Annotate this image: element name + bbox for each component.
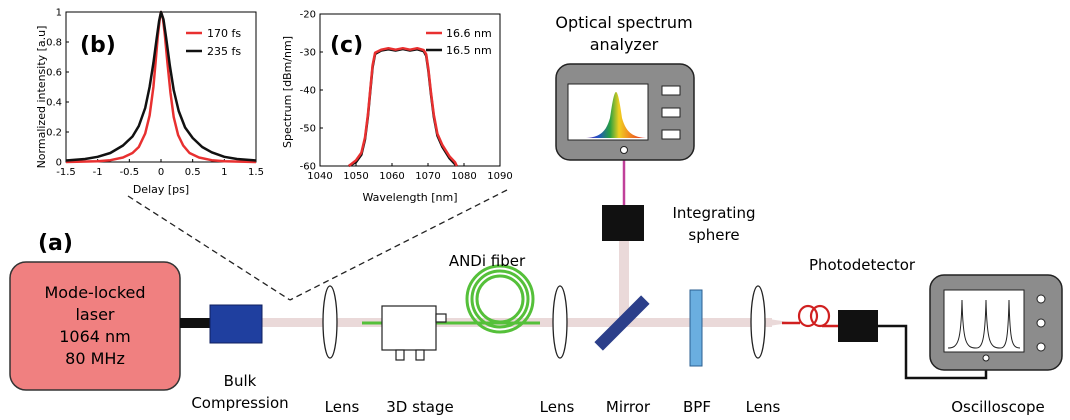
legend-b-label-2: 235 fs [207, 45, 241, 58]
bpf-filter [689, 289, 703, 367]
lens-2 [552, 285, 568, 359]
bulk-compression-block [209, 304, 263, 344]
bulk-label-line1: Bulk [224, 372, 257, 390]
legend-c-label-1: 16.6 nm [446, 27, 492, 40]
lens-3-label: Lens [746, 398, 781, 416]
plot-c-ticks: 1040 1050 1060 1070 1080 1090 -60 -50 -40 -30 -20 [300, 10, 513, 183]
plot-c-xtick-label: 1040 [307, 171, 332, 182]
plot-b-xtick-label: 1 [221, 167, 227, 178]
lens-1-label: Lens [325, 398, 360, 416]
plot-b-ytick-label: 0.2 [46, 128, 62, 139]
lens-3 [750, 285, 766, 359]
laser-label-line3: 1064 nm [59, 327, 131, 346]
photodetector [838, 310, 878, 342]
osa-label-line1: Optical spectrum [555, 13, 692, 32]
andi-fiber-label: ANDi fiber [449, 252, 526, 270]
oscilloscope-knob-3 [1036, 342, 1046, 352]
plot-b-xtick-label: -0.5 [120, 167, 140, 178]
laser-label-line1: Mode-locked [44, 283, 145, 302]
laser-output-fiber [180, 318, 210, 328]
laser-label-line2: laser [75, 305, 114, 324]
plot-b-xtick-label: -1 [93, 167, 103, 178]
pd-fiber-coil [797, 304, 831, 328]
plot-b-series [65, 10, 257, 164]
lens-1 [322, 285, 338, 359]
osa-button-2 [661, 107, 681, 118]
osa-button-1 [661, 85, 681, 96]
plot-c-ytick-label: -20 [300, 10, 316, 21]
plot-b-ytick-label: 1 [56, 8, 62, 19]
zoom-line-right [289, 189, 508, 301]
plot-b-frame [65, 11, 257, 163]
plot-b-ytick-label: 0.6 [46, 68, 62, 79]
oscilloscope-trace [947, 299, 1021, 349]
oscilloscope-input-port [982, 354, 990, 362]
plot-c-xtick-label: 1060 [379, 171, 404, 182]
plot-c-ytick-label: -60 [300, 162, 316, 173]
mirror-label: Mirror [606, 398, 651, 416]
plot-b-ylabel: Normalized intensity [a.u] [35, 26, 48, 169]
plot-c-xtick-label: 1050 [343, 171, 368, 182]
plot-c-xtick-label: 1070 [415, 171, 440, 182]
plot-b-ytick-label: 0.4 [46, 98, 62, 109]
oscilloscope-knob-1 [1036, 294, 1046, 304]
plot-b-xtick-label: 0.5 [185, 167, 201, 178]
osa-spectrum-glyph [586, 92, 646, 138]
plot-c-series [348, 46, 458, 168]
beam-focus-1 [332, 318, 362, 327]
plot-c-ylabel: Spectrum [dBm/nm] [281, 36, 294, 148]
plot-b-xlabel: Delay [ps] [133, 183, 189, 196]
osa-input-port [620, 146, 628, 154]
inset-plot-b: -1.5 -1 -0.5 0 0.5 1 1.5 0 0.2 0.4 0.6 0.8 1 (b) 170… [35, 8, 264, 197]
beam-vertical [619, 238, 629, 322]
oscilloscope-knob-2 [1036, 318, 1046, 328]
zoom-line-left [127, 195, 291, 301]
sphere-label-line2: sphere [688, 226, 739, 244]
plot-c-ytick-label: -30 [300, 48, 316, 59]
osa-button-3 [661, 129, 681, 140]
lens-2-label: Lens [540, 398, 575, 416]
osa-label-line2: analyzer [590, 35, 659, 54]
stage-3d [381, 305, 447, 361]
plot-c-xtick-label: 1090 [487, 171, 512, 182]
sphere-label-line1: Integrating [673, 204, 756, 222]
legend-c-label-2: 16.5 nm [446, 44, 492, 57]
plot-b-ytick-label: 0.8 [46, 38, 62, 49]
plot-b-xtick-label: -1.5 [56, 167, 76, 178]
panel-b-label: (b) [80, 33, 116, 58]
photodetector-label: Photodetector [809, 256, 916, 274]
plot-c-ytick-label: -50 [300, 124, 316, 135]
oscilloscope-screen [943, 289, 1025, 353]
plot-c-xlabel: Wavelength [nm] [362, 191, 457, 204]
stage-3d-label: 3D stage [386, 398, 454, 416]
panel-c-label: (c) [330, 33, 363, 58]
legend-b-label-1: 170 fs [207, 27, 241, 40]
laser-box [9, 261, 181, 391]
plot-b-series-2-line [65, 10, 257, 162]
plot-c-legend: 16.6 nm 16.5 nm [426, 27, 492, 57]
plot-c-xtick-label: 1080 [451, 171, 476, 182]
integrating-sphere [602, 205, 644, 241]
beam-focus-2 [762, 318, 792, 327]
inset-plot-c: 1040 1050 1060 1070 1080 1090-60-50-40-30-20 … [281, 10, 513, 205]
plot-c-frame [319, 13, 501, 167]
oscilloscope-label: Oscilloscope [951, 398, 1045, 416]
mirror [594, 295, 650, 351]
plot-c-series-2-line [348, 46, 458, 167]
bulk-label-line2: Compression [191, 394, 288, 412]
plot-b-xtick-label: 0 [158, 167, 164, 178]
plot-b-legend: 170 fs 235 fs [186, 27, 241, 58]
bpf-label: BPF [683, 398, 711, 416]
plot-c-ytick-label: -40 [300, 86, 316, 97]
pd-cable [878, 324, 988, 380]
panel-a-label: (a) [38, 231, 73, 256]
andi-fiber-coil [465, 264, 535, 334]
plot-b-xtick-label: 1.5 [248, 167, 264, 178]
plot-b-ytick-label: 0 [56, 158, 62, 169]
laser-label-line4: 80 MHz [65, 349, 125, 368]
